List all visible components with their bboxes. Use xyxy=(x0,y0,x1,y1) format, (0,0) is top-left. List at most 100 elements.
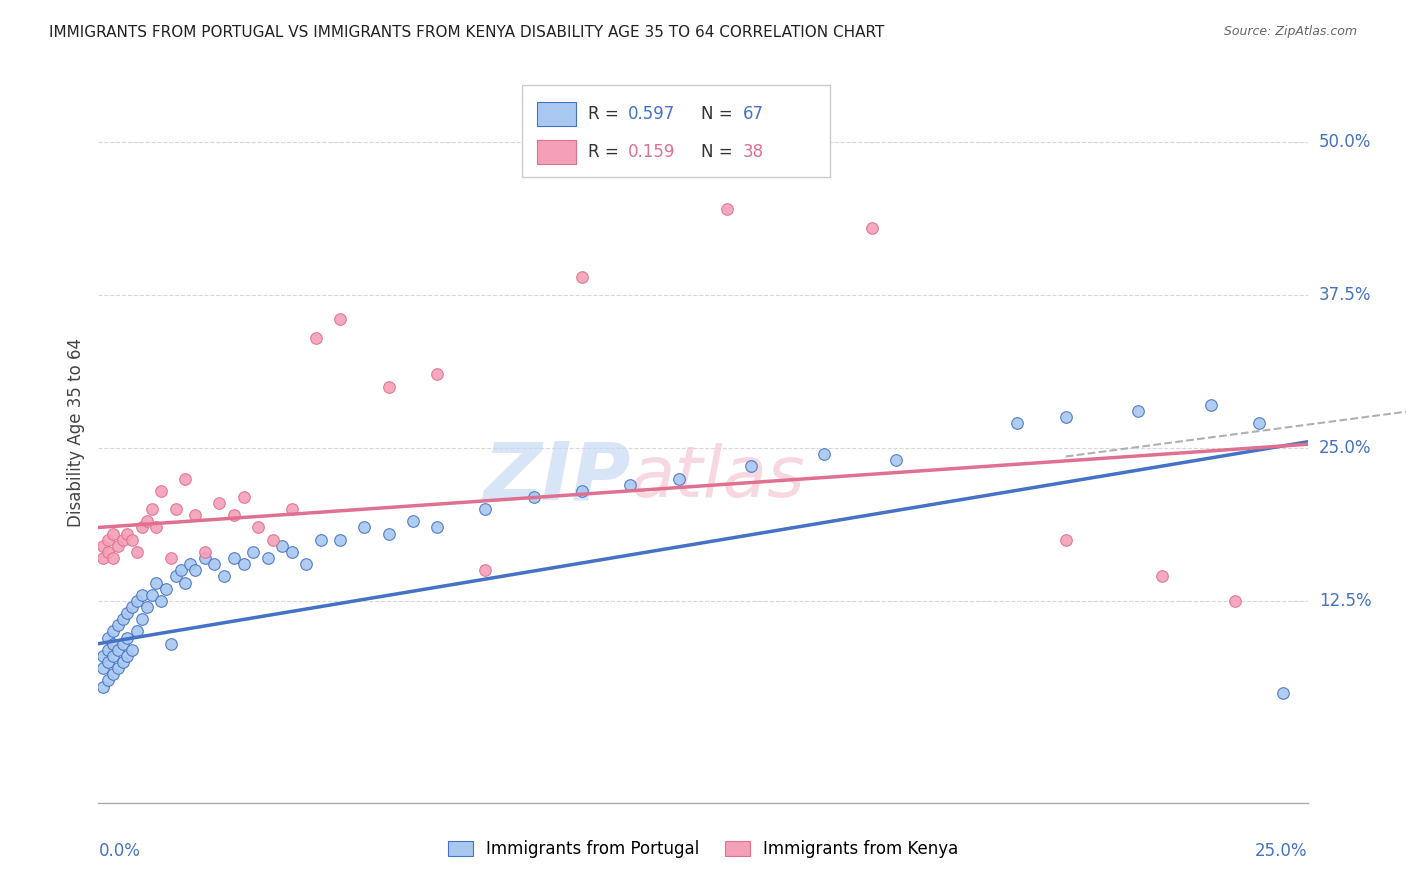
Point xyxy=(523,490,546,504)
Point xyxy=(1199,398,1222,412)
Text: 67: 67 xyxy=(742,105,763,123)
Point xyxy=(91,648,114,663)
Point xyxy=(107,618,129,632)
Point xyxy=(353,520,375,534)
Text: 25.0%: 25.0% xyxy=(1256,842,1308,860)
Point xyxy=(184,563,207,577)
Point xyxy=(262,533,284,547)
Point xyxy=(1054,533,1077,547)
Point xyxy=(247,520,270,534)
Text: N =: N = xyxy=(700,105,738,123)
Point xyxy=(97,655,120,669)
FancyBboxPatch shape xyxy=(522,85,830,178)
Point xyxy=(329,312,352,326)
Point xyxy=(131,588,153,602)
Point xyxy=(165,569,187,583)
Point xyxy=(1152,569,1174,583)
Point xyxy=(426,368,449,382)
Point xyxy=(194,551,217,566)
Point xyxy=(97,673,120,688)
Point xyxy=(135,514,157,528)
Text: 38: 38 xyxy=(742,144,763,161)
Text: R =: R = xyxy=(588,105,624,123)
Point xyxy=(117,631,139,645)
Point xyxy=(426,520,449,534)
Point xyxy=(1272,686,1295,700)
Text: 37.5%: 37.5% xyxy=(1319,286,1371,304)
Point xyxy=(212,569,235,583)
Point xyxy=(145,575,167,590)
Point xyxy=(127,624,149,639)
Point xyxy=(131,612,153,626)
FancyBboxPatch shape xyxy=(537,102,576,126)
Point xyxy=(107,539,129,553)
Text: ZIP: ZIP xyxy=(484,438,630,516)
Point xyxy=(813,447,835,461)
Point xyxy=(204,557,226,571)
Point xyxy=(886,453,908,467)
Point xyxy=(1223,594,1246,608)
Point xyxy=(619,477,641,491)
Point xyxy=(97,643,120,657)
Point xyxy=(571,269,593,284)
Point xyxy=(101,551,124,566)
Point xyxy=(91,680,114,694)
Text: atlas: atlas xyxy=(630,442,806,511)
Point xyxy=(740,459,762,474)
Text: N =: N = xyxy=(700,144,738,161)
Point xyxy=(281,502,304,516)
Point xyxy=(101,667,124,681)
Point xyxy=(474,502,496,516)
Point xyxy=(107,661,129,675)
Point xyxy=(150,483,173,498)
Point xyxy=(208,496,231,510)
Point xyxy=(141,502,163,516)
Point xyxy=(127,545,149,559)
FancyBboxPatch shape xyxy=(537,140,576,164)
Text: 25.0%: 25.0% xyxy=(1319,439,1371,457)
Point xyxy=(668,471,690,485)
Text: 0.0%: 0.0% xyxy=(98,842,141,860)
Point xyxy=(305,331,328,345)
Point xyxy=(155,582,177,596)
Point xyxy=(111,612,134,626)
Point xyxy=(101,624,124,639)
Point xyxy=(135,599,157,614)
Point xyxy=(169,563,191,577)
Text: 0.597: 0.597 xyxy=(628,105,675,123)
Point xyxy=(222,551,245,566)
Point xyxy=(256,551,278,566)
Y-axis label: Disability Age 35 to 64: Disability Age 35 to 64 xyxy=(66,338,84,527)
Point xyxy=(860,220,883,235)
Point xyxy=(716,202,738,217)
Point xyxy=(377,380,399,394)
Point xyxy=(97,533,120,547)
Point xyxy=(101,637,124,651)
Legend: Immigrants from Portugal, Immigrants from Kenya: Immigrants from Portugal, Immigrants fro… xyxy=(441,833,965,865)
Point xyxy=(160,637,183,651)
Text: 12.5%: 12.5% xyxy=(1319,592,1371,610)
Point xyxy=(91,539,114,553)
Point xyxy=(107,643,129,657)
Point xyxy=(91,661,114,675)
Point xyxy=(295,557,318,571)
Text: IMMIGRANTS FROM PORTUGAL VS IMMIGRANTS FROM KENYA DISABILITY AGE 35 TO 64 CORREL: IMMIGRANTS FROM PORTUGAL VS IMMIGRANTS F… xyxy=(49,25,884,40)
Text: 0.159: 0.159 xyxy=(628,144,675,161)
Point xyxy=(97,631,120,645)
Point xyxy=(571,483,593,498)
Point xyxy=(145,520,167,534)
Point xyxy=(111,533,134,547)
Point xyxy=(117,648,139,663)
Point xyxy=(1128,404,1150,418)
Point xyxy=(1054,410,1077,425)
Text: R =: R = xyxy=(588,144,624,161)
Point xyxy=(309,533,332,547)
Point xyxy=(329,533,352,547)
Point xyxy=(127,594,149,608)
Point xyxy=(377,526,399,541)
Point xyxy=(101,526,124,541)
Point xyxy=(281,545,304,559)
Point xyxy=(150,594,173,608)
Point xyxy=(121,533,143,547)
Point xyxy=(184,508,207,523)
